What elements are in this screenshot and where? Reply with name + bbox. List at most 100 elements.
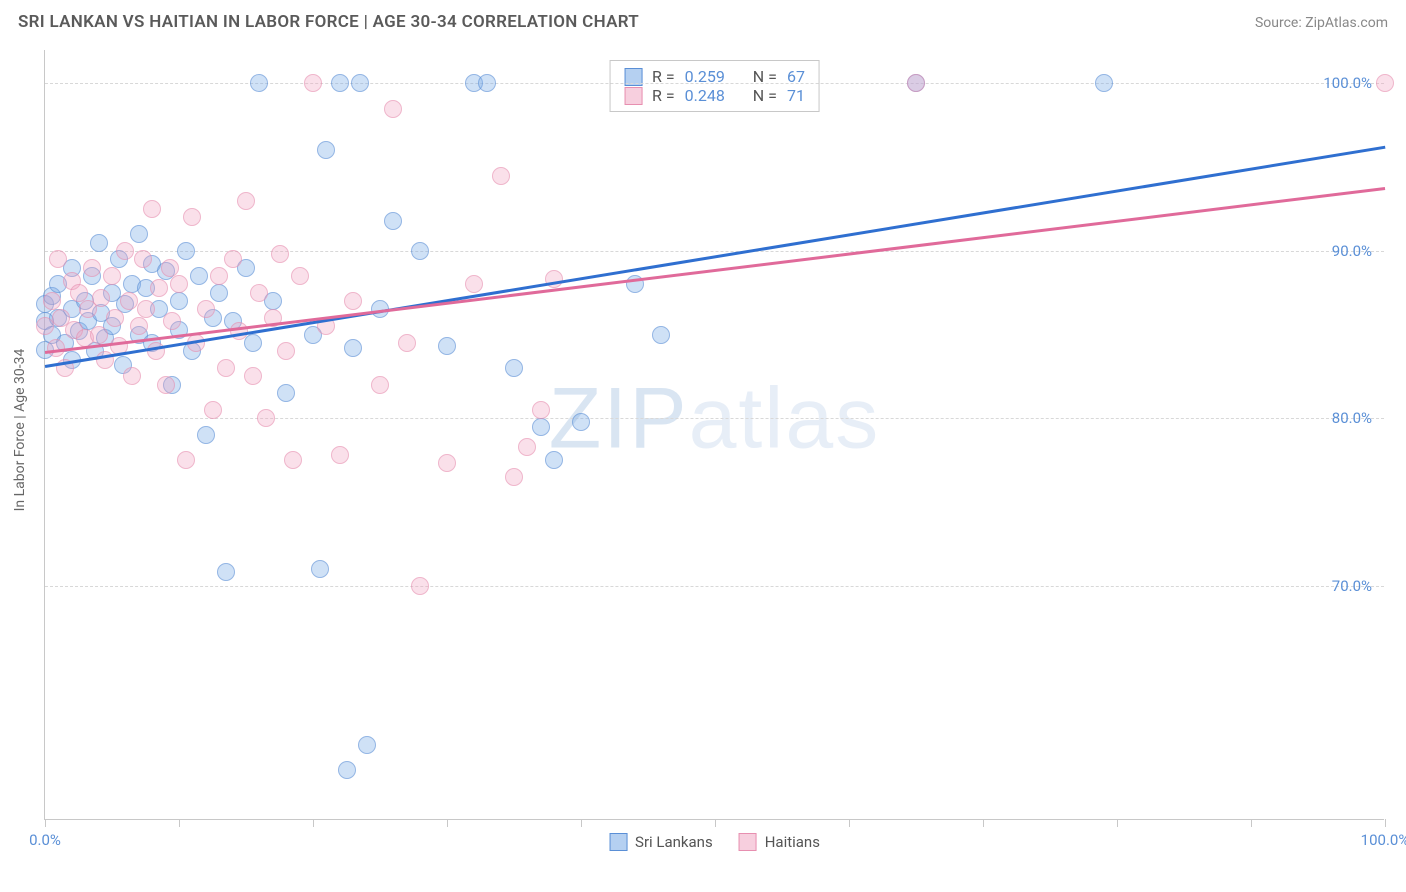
scatter-point xyxy=(532,401,550,419)
scatter-point xyxy=(244,367,262,385)
x-tick xyxy=(1251,819,1252,827)
scatter-point xyxy=(277,342,295,360)
stat-legend-row: R = 0.248 N = 71 xyxy=(624,86,805,105)
chart-title: SRI LANKAN VS HAITIAN IN LABOR FORCE | A… xyxy=(18,12,639,32)
scatter-point xyxy=(351,74,369,92)
scatter-point xyxy=(103,267,121,285)
scatter-point xyxy=(204,401,222,419)
scatter-point xyxy=(170,292,188,310)
x-tick xyxy=(983,819,984,827)
legend-label: Sri Lankans xyxy=(635,833,713,851)
scatter-point xyxy=(250,284,268,302)
y-tick-label: 90.0% xyxy=(1332,242,1372,260)
scatter-point xyxy=(70,284,88,302)
scatter-point xyxy=(478,74,496,92)
scatter-point xyxy=(284,451,302,469)
scatter-point xyxy=(331,446,349,464)
scatter-point xyxy=(304,74,322,92)
scatter-point xyxy=(311,560,329,578)
scatter-point xyxy=(217,563,235,581)
scatter-point xyxy=(90,234,108,252)
chart-source: Source: ZipAtlas.com xyxy=(1255,15,1388,31)
scatter-point xyxy=(106,309,124,327)
scatter-point xyxy=(163,312,181,330)
scatter-point xyxy=(130,225,148,243)
scatter-point xyxy=(358,736,376,754)
scatter-point xyxy=(492,167,510,185)
scatter-point xyxy=(161,259,179,277)
scatter-point xyxy=(344,292,362,310)
scatter-point xyxy=(143,200,161,218)
legend-item: Sri Lankans xyxy=(609,833,713,851)
scatter-point xyxy=(545,451,563,469)
scatter-point xyxy=(371,376,389,394)
scatter-point xyxy=(411,577,429,595)
scatter-point xyxy=(49,250,67,268)
legend-label: Haitians xyxy=(765,833,820,851)
scatter-point xyxy=(177,451,195,469)
scatter-point xyxy=(170,275,188,293)
scatter-chart: ZIPatlas R = 0.259 N = 67 R = 0.248 N = … xyxy=(44,50,1384,820)
scatter-point xyxy=(210,284,228,302)
stat-legend: R = 0.259 N = 67 R = 0.248 N = 71 xyxy=(609,60,820,112)
scatter-point xyxy=(277,384,295,402)
scatter-point xyxy=(250,74,268,92)
scatter-point xyxy=(257,409,275,427)
scatter-point xyxy=(384,212,402,230)
scatter-point xyxy=(210,267,228,285)
scatter-point xyxy=(237,192,255,210)
legend-swatch-pink xyxy=(739,833,757,851)
scatter-point xyxy=(83,259,101,277)
scatter-point xyxy=(1095,74,1113,92)
n-label: N = xyxy=(753,86,777,105)
scatter-point xyxy=(505,359,523,377)
scatter-point xyxy=(532,418,550,436)
scatter-point xyxy=(92,289,110,307)
y-axis-title: In Labor Force | Age 30-34 xyxy=(12,349,28,512)
x-tick xyxy=(715,819,716,827)
scatter-point xyxy=(545,270,563,288)
x-tick xyxy=(849,819,850,827)
trendline xyxy=(45,145,1385,367)
scatter-point xyxy=(197,300,215,318)
x-tick-label: 100.0% xyxy=(1361,831,1406,849)
chart-header: SRI LANKAN VS HAITIAN IN LABOR FORCE | A… xyxy=(0,0,1406,38)
scatter-point xyxy=(150,279,168,297)
scatter-point xyxy=(183,208,201,226)
scatter-point xyxy=(217,359,235,377)
scatter-point xyxy=(384,100,402,118)
scatter-point xyxy=(317,141,335,159)
scatter-point xyxy=(36,317,54,335)
scatter-point xyxy=(197,426,215,444)
gridline xyxy=(45,586,1384,587)
scatter-point xyxy=(572,413,590,431)
gridline xyxy=(45,83,1384,84)
scatter-point xyxy=(291,267,309,285)
scatter-point xyxy=(134,250,152,268)
scatter-point xyxy=(137,300,155,318)
scatter-point xyxy=(438,337,456,355)
scatter-point xyxy=(344,339,362,357)
scatter-point xyxy=(331,74,349,92)
scatter-point xyxy=(338,761,356,779)
scatter-point xyxy=(90,326,108,344)
scatter-point xyxy=(271,245,289,263)
bottom-legend: Sri Lankans Haitians xyxy=(609,833,820,851)
scatter-point xyxy=(907,74,925,92)
x-tick xyxy=(179,819,180,827)
gridline xyxy=(45,418,1384,419)
y-tick-label: 80.0% xyxy=(1332,409,1372,427)
x-tick xyxy=(45,819,46,827)
scatter-point xyxy=(43,292,61,310)
legend-swatch-pink xyxy=(624,87,642,105)
x-tick xyxy=(313,819,314,827)
scatter-point xyxy=(505,468,523,486)
scatter-point xyxy=(518,438,536,456)
legend-item: Haitians xyxy=(739,833,820,851)
x-tick xyxy=(447,819,448,827)
scatter-point xyxy=(438,454,456,472)
scatter-point xyxy=(177,242,195,260)
x-tick xyxy=(1117,819,1118,827)
y-tick-label: 100.0% xyxy=(1323,74,1372,92)
x-tick xyxy=(581,819,582,827)
